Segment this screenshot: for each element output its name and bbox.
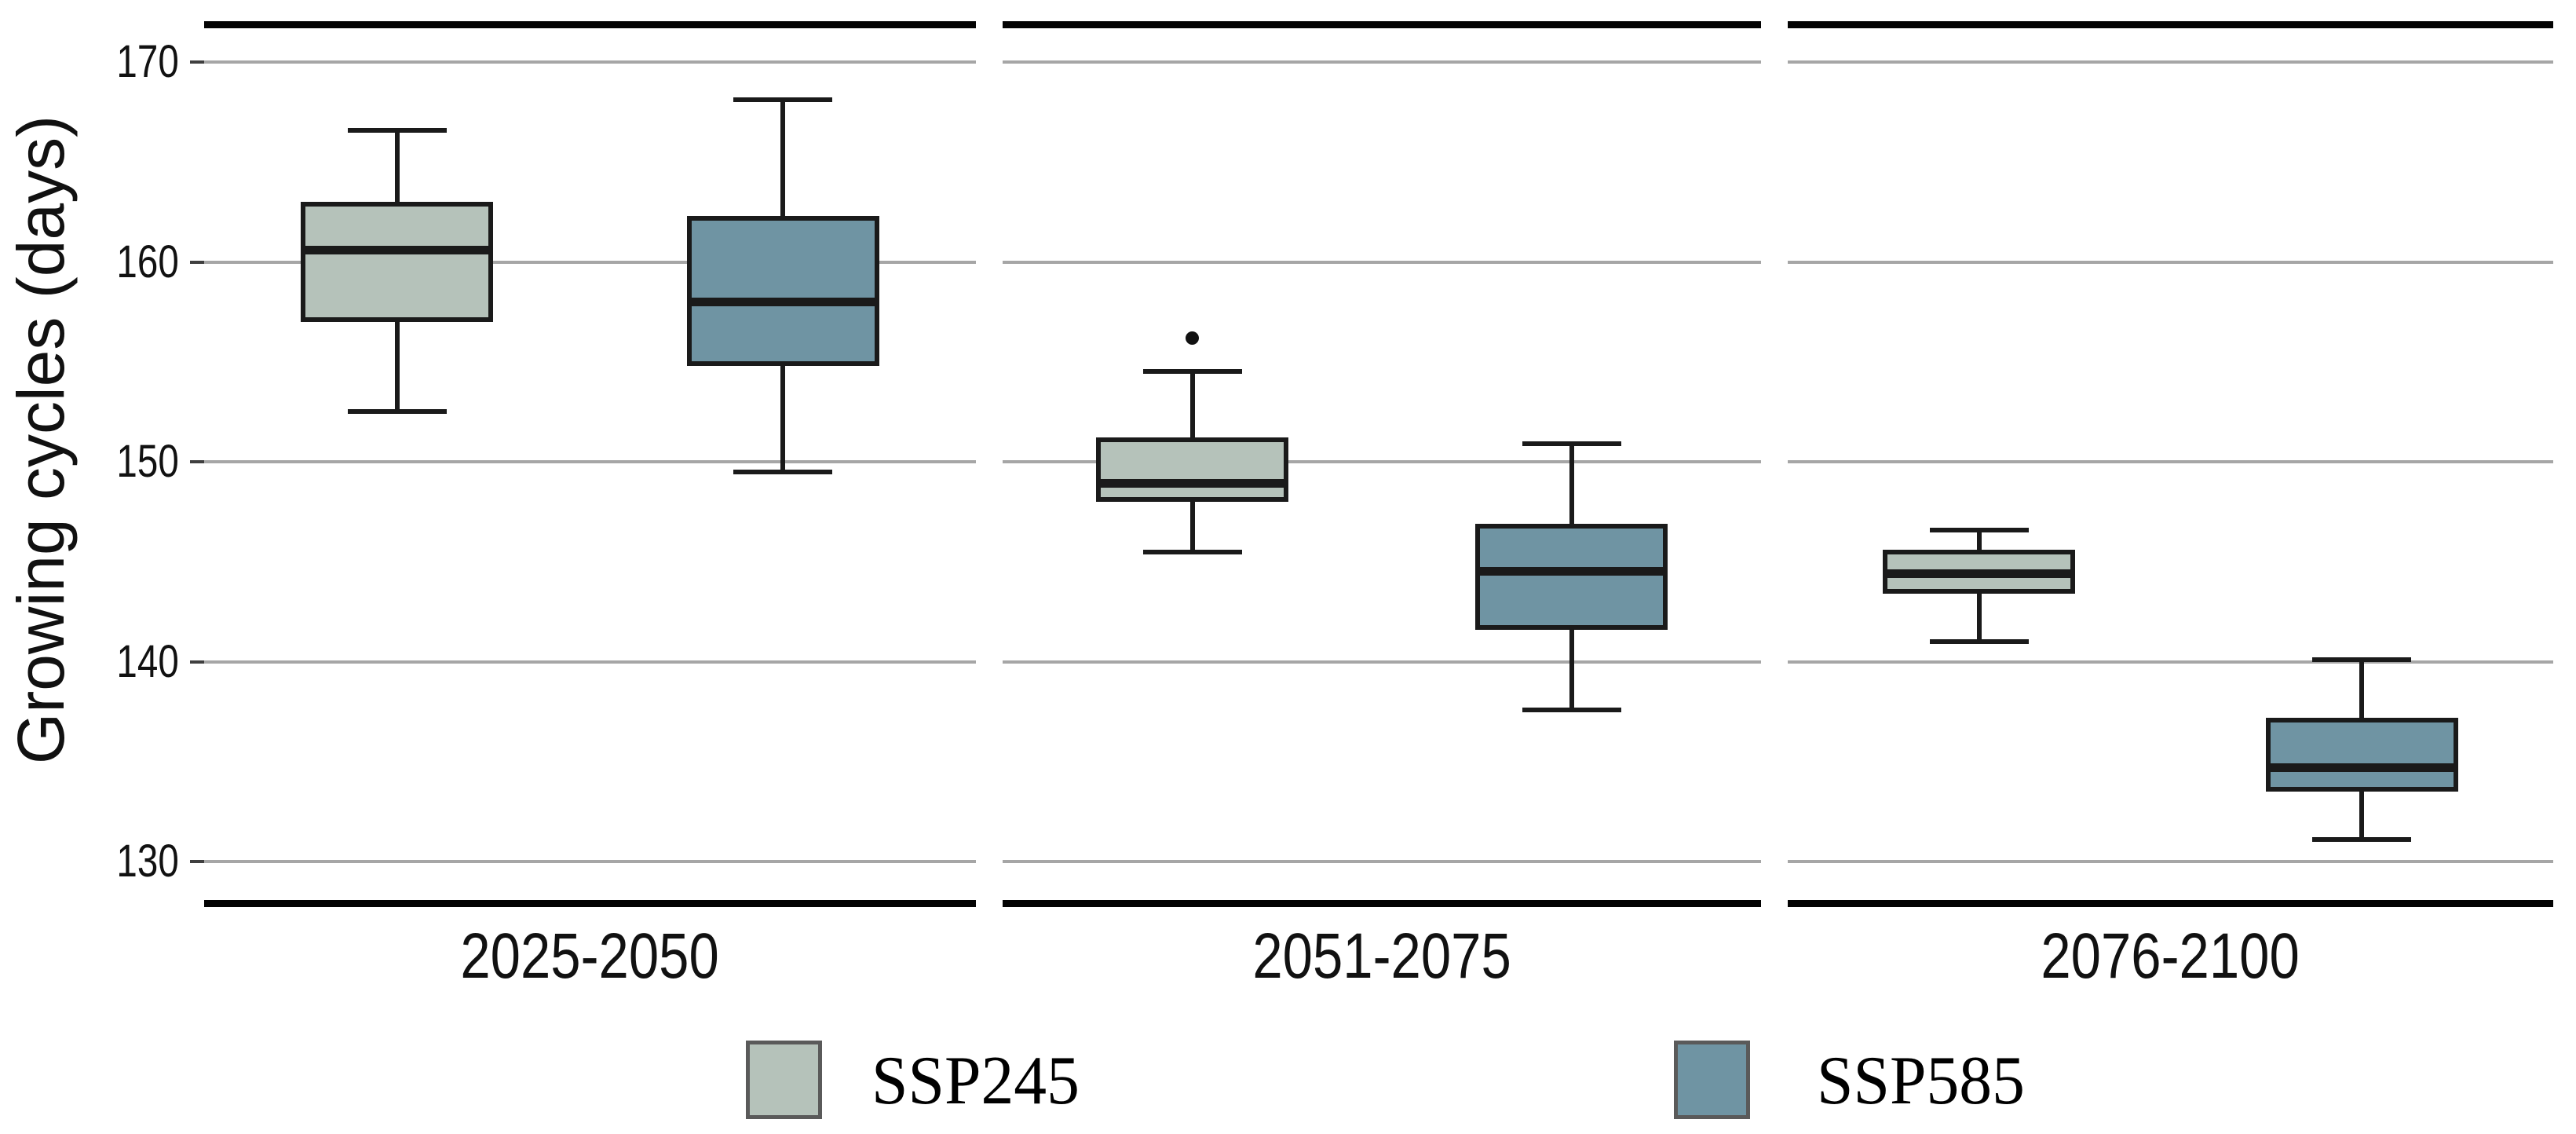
whisker-lower-ssp245	[394, 321, 400, 412]
legend-swatch-ssp585	[1674, 1041, 1750, 1119]
legend-label-text: SSP585	[1817, 1043, 2025, 1119]
y-tick-label-160: 160	[24, 236, 179, 289]
y-tick-label-text: 170	[116, 36, 179, 87]
whisker-lower-ssp585	[1569, 629, 1574, 710]
legend-label-ssp245: SSP245	[871, 1046, 1091, 1117]
whisker-cap-high-ssp585	[2312, 657, 2412, 662]
outlier-point-ssp245	[1186, 331, 1199, 345]
whisker-cap-low-ssp245	[1929, 639, 2029, 645]
whisker-cap-high-ssp585	[733, 97, 833, 103]
gridline-130	[204, 860, 976, 863]
panel-border-bottom	[1788, 900, 2553, 907]
y-tick-label-140: 140	[24, 635, 179, 689]
gridline-170	[1003, 60, 1761, 64]
whisker-upper-ssp585	[2359, 659, 2365, 718]
gridline-160	[1788, 260, 2553, 264]
gridline-140	[204, 660, 976, 664]
whisker-lower-ssp245	[1189, 501, 1195, 552]
panel-border-top	[1003, 21, 1761, 28]
whisker-lower-ssp585	[2359, 791, 2365, 840]
y-tick-mark-170	[190, 60, 205, 64]
median-line-ssp585	[1475, 567, 1668, 576]
gridline-160	[1003, 260, 1761, 264]
gridline-150	[1003, 460, 1761, 463]
median-line-ssp585	[686, 297, 879, 306]
panel-border-bottom	[1003, 900, 1761, 907]
whisker-cap-low-ssp585	[733, 469, 833, 474]
legend-swatch-ssp245	[746, 1041, 822, 1119]
y-tick-mark-150	[190, 460, 205, 463]
whisker-cap-low-ssp245	[347, 409, 447, 415]
panel-2051-2075	[1003, 0, 1761, 1134]
x-axis-label-2076-2100: 2076-2100	[1788, 920, 2553, 993]
whisker-cap-low-ssp585	[2312, 837, 2412, 842]
gridline-130	[1788, 860, 2553, 863]
panel-2076-2100	[1788, 0, 2553, 1134]
x-axis-label-text: 2051-2075	[1252, 920, 1511, 992]
legend-label-text: SSP245	[871, 1043, 1080, 1119]
box-ssp245	[1096, 437, 1288, 502]
gridline-160	[204, 260, 976, 264]
whisker-cap-high-ssp245	[1929, 527, 2029, 532]
box-ssp585	[686, 215, 879, 366]
y-tick-mark-140	[190, 660, 205, 664]
gridline-130	[1003, 860, 1761, 863]
gridline-140	[1003, 660, 1761, 664]
y-tick-mark-130	[190, 860, 205, 863]
y-tick-label-130: 130	[24, 835, 179, 888]
median-line-ssp245	[301, 245, 494, 254]
box-ssp585	[2265, 717, 2458, 792]
box-ssp585	[1475, 523, 1668, 630]
y-tick-label-text: 130	[116, 836, 179, 887]
gridline-170	[1788, 60, 2553, 64]
whisker-cap-high-ssp245	[347, 127, 447, 133]
x-axis-label-text: 2076-2100	[2041, 920, 2300, 992]
y-tick-label-170: 170	[24, 35, 179, 89]
panel-2025-2050	[204, 0, 976, 1134]
panel-border-top	[204, 21, 976, 28]
y-tick-label-text: 150	[116, 436, 179, 487]
whisker-cap-high-ssp585	[1522, 441, 1621, 447]
y-tick-label-150: 150	[24, 435, 179, 488]
whisker-upper-ssp245	[1189, 371, 1195, 438]
x-axis-label-2025-2050: 2025-2050	[204, 920, 976, 993]
gridline-150	[204, 460, 976, 463]
whisker-cap-low-ssp585	[1522, 707, 1621, 712]
y-tick-mark-160	[190, 260, 205, 264]
x-axis-label-2051-2075: 2051-2075	[1003, 920, 1761, 993]
panel-border-top	[1788, 21, 2553, 28]
legend-label-ssp585: SSP585	[1817, 1046, 2036, 1117]
whisker-upper-ssp585	[1569, 444, 1574, 524]
median-line-ssp585	[2265, 763, 2458, 772]
whisker-lower-ssp245	[1976, 593, 1982, 642]
median-line-ssp245	[1096, 479, 1288, 488]
whisker-cap-high-ssp245	[1142, 369, 1242, 375]
gridline-150	[1788, 460, 2553, 463]
whisker-upper-ssp245	[1976, 529, 1982, 550]
box-ssp245	[301, 202, 494, 322]
whisker-upper-ssp245	[394, 130, 400, 203]
y-tick-label-text: 160	[116, 236, 179, 287]
whisker-lower-ssp585	[780, 365, 786, 472]
panel-border-bottom	[204, 900, 976, 907]
y-tick-label-text: 140	[116, 635, 179, 687]
median-line-ssp245	[1883, 569, 2076, 579]
gridline-170	[204, 60, 976, 64]
whisker-upper-ssp585	[780, 100, 786, 216]
gridline-140	[1788, 660, 2553, 664]
whisker-cap-low-ssp245	[1142, 549, 1242, 554]
x-axis-label-text: 2025-2050	[460, 920, 720, 992]
